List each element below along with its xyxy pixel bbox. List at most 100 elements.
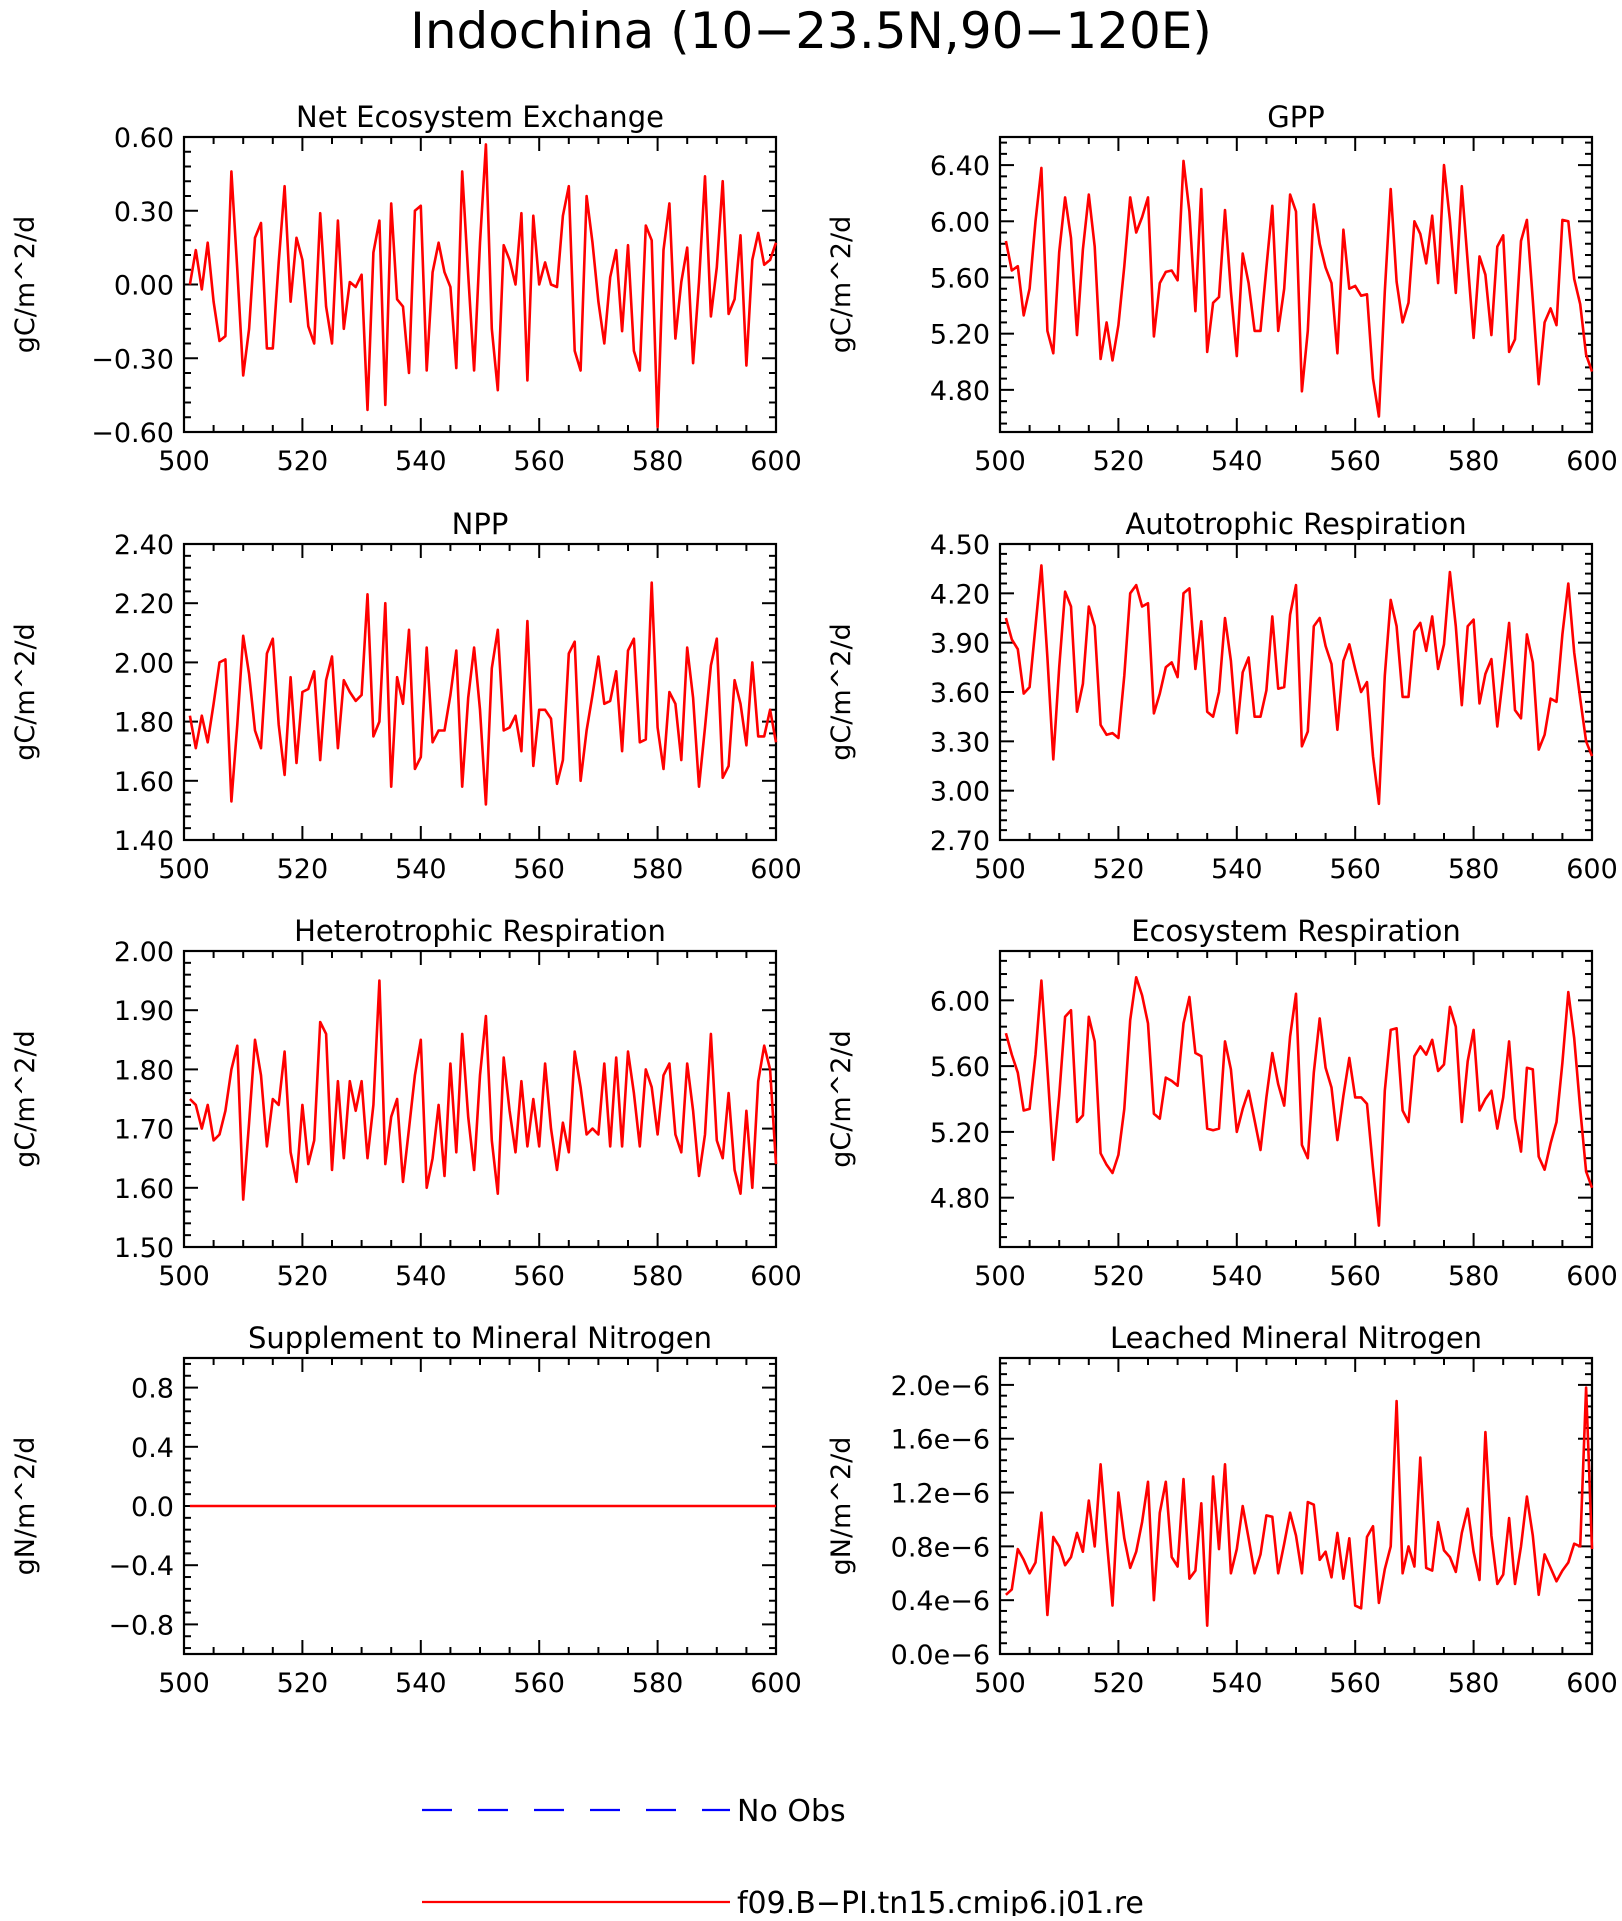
x-tick-label: 560: [1329, 1261, 1381, 1292]
y-tick-label: 3.60: [930, 678, 990, 709]
y-tick-label: 1.80: [114, 1055, 174, 1086]
x-tick-label: 560: [1329, 854, 1381, 885]
y-axis-label: gC/m^2/d: [10, 623, 41, 760]
x-tick-label: 540: [1211, 1261, 1263, 1292]
y-tick-label: 5.20: [930, 320, 990, 351]
y-tick-label: 0.0: [131, 1492, 174, 1523]
panel-title: Ecosystem Respiration: [1131, 914, 1461, 948]
x-tick-label: 520: [1093, 1668, 1145, 1699]
legend: No Obs f09.B−PI.tn15.cmip6.j01.re: [422, 1794, 1144, 1921]
x-tick-label: 580: [632, 1261, 684, 1292]
y-tick-label: 2.70: [930, 826, 990, 857]
y-tick-label: 2.00: [114, 937, 174, 968]
x-tick-label: 500: [158, 854, 210, 885]
y-tick-label: −0.60: [91, 418, 174, 449]
x-tick-label: 580: [1448, 446, 1500, 477]
y-tick-label: 0.60: [114, 123, 174, 154]
y-tick-label: −0.8: [108, 1610, 174, 1641]
series-line: [1005, 1386, 1594, 1627]
x-tick-label: 500: [158, 1668, 210, 1699]
x-tick-label: 580: [1448, 1668, 1500, 1699]
x-tick-label: 500: [158, 446, 210, 477]
x-tick-label: 540: [395, 854, 447, 885]
y-axis-label: gC/m^2/d: [826, 623, 857, 760]
x-tick-label: 520: [1093, 446, 1145, 477]
x-tick-label: 540: [395, 1668, 447, 1699]
x-tick-label: 600: [750, 1668, 802, 1699]
y-tick-label: 1.60: [114, 767, 174, 798]
y-tick-label: 4.20: [930, 579, 990, 610]
x-tick-label: 540: [395, 1261, 447, 1292]
panel-5: Heterotrophic Respiration 500 520 540 560 580…: [10, 914, 802, 1292]
y-tick-label: 1.50: [114, 1233, 174, 1264]
y-tick-label: 6.00: [930, 207, 990, 238]
x-tick-label: 500: [974, 1668, 1026, 1699]
x-tick-label: 580: [1448, 854, 1500, 885]
x-tick-label: 580: [1448, 1261, 1500, 1292]
y-tick-label: 3.90: [930, 629, 990, 660]
y-tick-label: 3.00: [930, 777, 990, 808]
panel-title: Heterotrophic Respiration: [294, 914, 666, 948]
y-axis-label: gC/m^2/d: [826, 216, 857, 353]
x-tick-label: 520: [1093, 854, 1145, 885]
x-tick-label: 560: [513, 446, 565, 477]
x-tick-label: 540: [1211, 854, 1263, 885]
panels: Net Ecosystem Exchange 500 520 540 560 580 600…: [10, 100, 1618, 1699]
y-axis-label: gN/m^2/d: [10, 1437, 41, 1576]
x-tick-label: 560: [513, 854, 565, 885]
x-tick-label: 540: [1211, 1668, 1263, 1699]
y-tick-label: 1.70: [114, 1115, 174, 1146]
panel-title: NPP: [452, 507, 509, 541]
y-axis-label: gC/m^2/d: [826, 1030, 857, 1167]
y-tick-label: 4.80: [930, 1184, 990, 1215]
y-tick-label: 2.20: [114, 589, 174, 620]
x-tick-label: 600: [1566, 854, 1618, 885]
y-tick-label: 0.0e−6: [891, 1640, 990, 1671]
y-tick-label: 5.20: [930, 1118, 990, 1149]
y-axis-label: gC/m^2/d: [10, 216, 41, 353]
panel-2: GPP 500 520 540 560 580 600 4.80 5.20 5.60 6.00 6.4…: [826, 100, 1618, 477]
panel-title: Net Ecosystem Exchange: [296, 100, 664, 134]
series-line: [1004, 159, 1594, 418]
x-tick-label: 520: [1093, 1261, 1145, 1292]
y-tick-label: 3.30: [930, 727, 990, 758]
y-tick-label: 5.60: [930, 263, 990, 294]
y-tick-label: −0.30: [91, 344, 174, 375]
panel-8: Leached Mineral Nitrogen 500 520 540 560 580 6…: [826, 1321, 1618, 1699]
x-tick-label: 560: [1329, 1668, 1381, 1699]
series-line: [1004, 975, 1594, 1227]
y-tick-label: 0.8e−6: [891, 1532, 990, 1563]
y-tick-label: 1.80: [114, 708, 174, 739]
x-tick-label: 580: [632, 446, 684, 477]
panel-4: Autotrophic Respiration 500 520 540 560 580 60…: [826, 507, 1618, 885]
x-tick-label: 600: [750, 1261, 802, 1292]
series-line: [188, 143, 778, 429]
y-axis-label: gN/m^2/d: [826, 1437, 857, 1576]
y-tick-label: 1.90: [114, 996, 174, 1027]
x-tick-label: 540: [1211, 446, 1263, 477]
y-tick-label: 1.2e−6: [891, 1479, 990, 1510]
x-tick-label: 520: [277, 1261, 329, 1292]
x-tick-label: 560: [1329, 446, 1381, 477]
panel-title: Autotrophic Respiration: [1125, 507, 1466, 541]
y-tick-label: 1.60: [114, 1174, 174, 1205]
y-tick-label: 1.40: [114, 826, 174, 857]
x-tick-label: 580: [632, 854, 684, 885]
x-tick-label: 540: [395, 446, 447, 477]
x-tick-label: 520: [277, 1668, 329, 1699]
y-tick-label: 0.4e−6: [891, 1586, 990, 1617]
y-tick-label: 4.80: [930, 376, 990, 407]
x-tick-label: 560: [513, 1668, 565, 1699]
y-tick-label: −0.4: [108, 1551, 174, 1582]
x-tick-label: 500: [974, 854, 1026, 885]
series-line: [1004, 564, 1594, 806]
y-tick-label: 0.00: [114, 271, 174, 302]
y-tick-label: 5.60: [930, 1052, 990, 1083]
y-tick-label: 2.00: [114, 648, 174, 679]
x-tick-label: 560: [513, 1261, 565, 1292]
panel-title: Supplement to Mineral Nitrogen: [248, 1321, 712, 1355]
y-tick-label: 2.40: [114, 530, 174, 561]
panel-title: Leached Mineral Nitrogen: [1110, 1321, 1482, 1355]
